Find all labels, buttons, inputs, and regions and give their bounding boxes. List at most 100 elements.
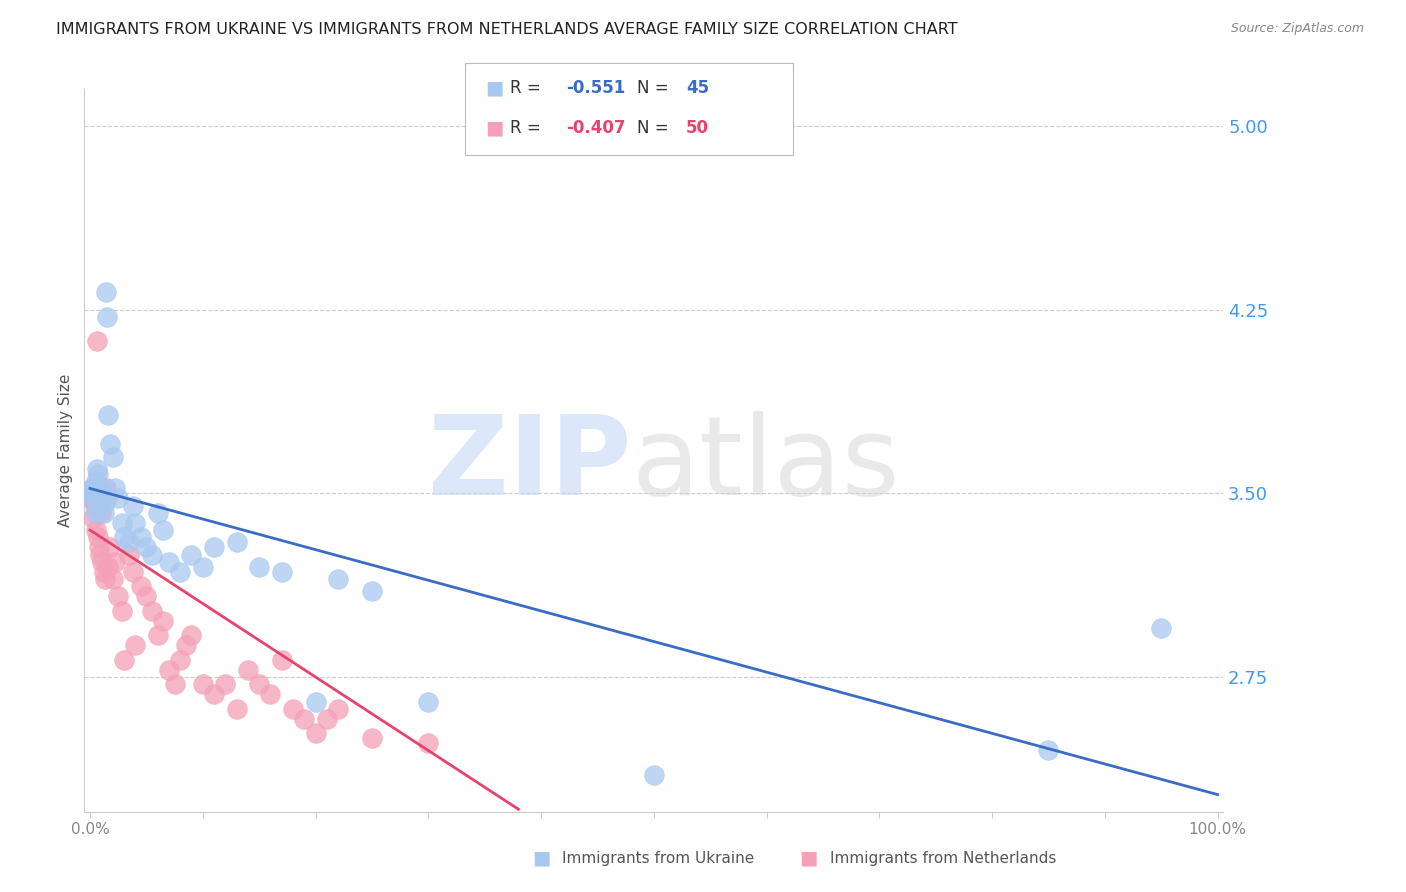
Point xyxy=(86,334,108,349)
Point xyxy=(247,677,270,691)
Text: 45: 45 xyxy=(686,79,709,97)
Point xyxy=(89,548,111,562)
Text: -0.551: -0.551 xyxy=(567,79,626,97)
Point xyxy=(1150,621,1173,635)
Text: atlas: atlas xyxy=(631,411,900,518)
Point xyxy=(124,516,146,530)
Point xyxy=(82,482,104,496)
Point xyxy=(315,712,337,726)
Point xyxy=(110,604,132,618)
Point xyxy=(214,677,236,691)
Point xyxy=(86,462,108,476)
Y-axis label: Average Family Size: Average Family Size xyxy=(58,374,73,527)
Point xyxy=(93,572,115,586)
Point xyxy=(129,579,152,593)
Point xyxy=(87,530,110,544)
Point xyxy=(124,638,146,652)
Point xyxy=(270,565,292,579)
Point xyxy=(110,516,132,530)
Text: ■: ■ xyxy=(485,78,503,98)
Point xyxy=(98,540,121,554)
Point xyxy=(643,768,665,782)
Point xyxy=(1038,743,1060,757)
Point xyxy=(259,687,281,701)
Point xyxy=(270,653,292,667)
Text: Source: ZipAtlas.com: Source: ZipAtlas.com xyxy=(1230,22,1364,36)
Point xyxy=(91,491,114,506)
Point xyxy=(225,535,247,549)
Point xyxy=(101,450,124,464)
Point xyxy=(361,731,384,746)
Point xyxy=(180,548,202,562)
Point xyxy=(80,491,103,506)
Point xyxy=(80,486,103,500)
Point xyxy=(118,548,141,562)
Point xyxy=(96,491,118,506)
Point xyxy=(84,523,107,537)
Point xyxy=(82,491,104,506)
Point xyxy=(169,565,191,579)
Point xyxy=(152,523,174,537)
Point xyxy=(97,559,120,574)
Point xyxy=(90,506,112,520)
Text: ■: ■ xyxy=(531,848,551,868)
Point xyxy=(304,726,326,740)
Point xyxy=(107,491,129,506)
Point xyxy=(247,559,270,574)
Point xyxy=(93,496,115,510)
Point xyxy=(418,694,440,708)
Point xyxy=(91,555,114,569)
Point xyxy=(98,437,121,451)
Point xyxy=(202,687,225,701)
Point xyxy=(101,572,124,586)
Point xyxy=(361,584,384,599)
Point xyxy=(191,559,214,574)
Point xyxy=(157,555,180,569)
Point xyxy=(141,548,163,562)
Point xyxy=(146,628,169,642)
Text: Immigrants from Netherlands: Immigrants from Netherlands xyxy=(830,851,1056,865)
Text: ■: ■ xyxy=(799,848,818,868)
Point xyxy=(191,677,214,691)
Point xyxy=(97,408,120,422)
Point xyxy=(141,604,163,618)
Point xyxy=(94,285,117,300)
Text: N =: N = xyxy=(637,119,668,136)
Point xyxy=(225,702,247,716)
Point xyxy=(82,511,104,525)
Point xyxy=(87,467,110,481)
Point xyxy=(236,663,259,677)
Point xyxy=(112,653,135,667)
Point xyxy=(152,614,174,628)
Point xyxy=(104,555,127,569)
Point xyxy=(83,506,105,520)
Point xyxy=(281,702,304,716)
Point xyxy=(169,653,191,667)
Point xyxy=(93,565,115,579)
Point xyxy=(163,677,186,691)
Point xyxy=(135,589,157,603)
Point xyxy=(326,572,349,586)
Text: N =: N = xyxy=(637,79,668,97)
Point xyxy=(96,310,118,324)
Text: -0.407: -0.407 xyxy=(567,119,626,136)
Point xyxy=(304,694,326,708)
Text: ZIP: ZIP xyxy=(427,411,631,518)
Point xyxy=(87,540,110,554)
Text: 50: 50 xyxy=(686,119,709,136)
Text: Immigrants from Ukraine: Immigrants from Ukraine xyxy=(562,851,755,865)
Point xyxy=(157,663,180,677)
Point xyxy=(104,482,127,496)
Point xyxy=(418,736,440,750)
Point xyxy=(121,499,143,513)
Point xyxy=(146,506,169,520)
Text: R =: R = xyxy=(510,119,541,136)
Point xyxy=(93,506,115,520)
Text: R =: R = xyxy=(510,79,541,97)
Point xyxy=(94,482,117,496)
Point xyxy=(174,638,197,652)
Point xyxy=(84,474,107,488)
Point xyxy=(292,712,315,726)
Point xyxy=(83,499,105,513)
Point xyxy=(118,535,141,549)
